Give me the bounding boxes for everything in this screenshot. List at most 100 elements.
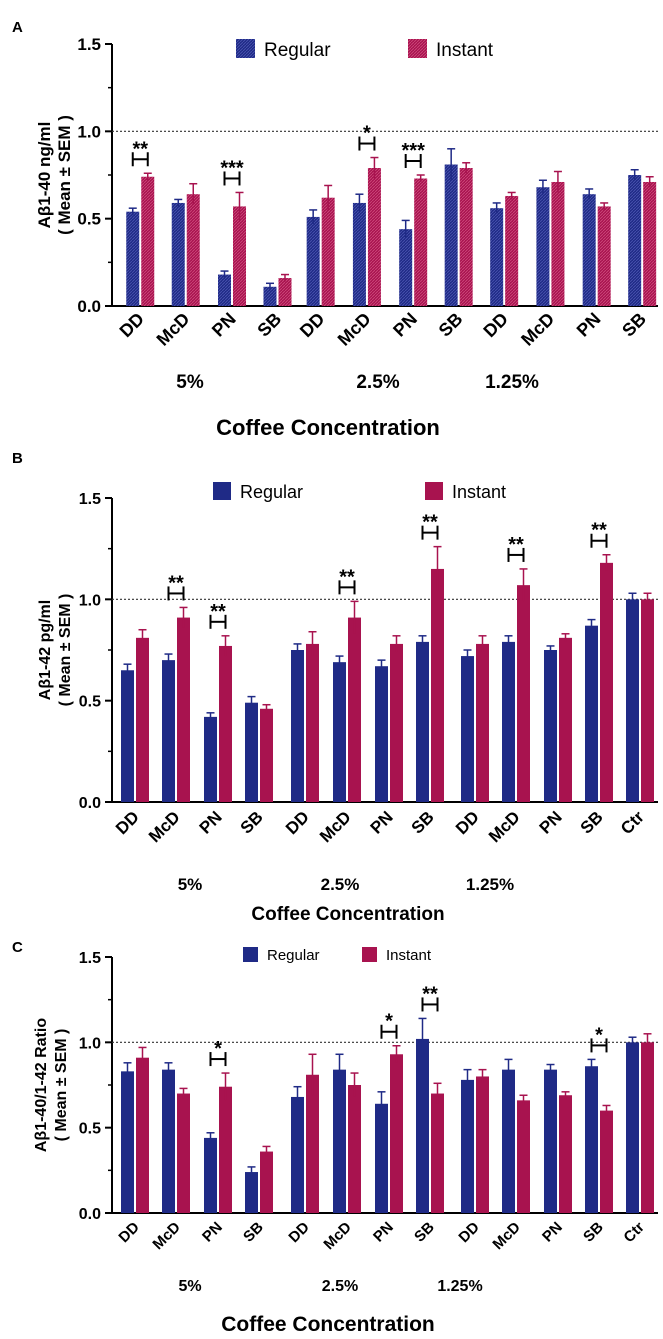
bar-regular [333,1069,346,1213]
bar-regular [585,625,598,802]
x-category-label: DD [479,309,512,342]
bar-regular [162,660,175,802]
bar-instant [517,1100,530,1213]
x-category-label: McD [334,309,375,350]
bar-instant [306,1074,319,1213]
x-group-label: 1.25% [466,875,514,894]
bar-regular [375,666,388,802]
bar-regular [544,650,557,802]
bar-instant [559,637,572,802]
x-category-label: PN [199,1219,226,1246]
significance-label: * [595,1024,603,1046]
x-category-label: SB [408,807,438,837]
bar-regular [204,1137,217,1213]
bar-instant [459,168,473,306]
x-category-label: SB [253,309,285,341]
legend-swatch-regular [236,39,255,58]
bar-regular [502,1069,515,1213]
panel-c: C Aβ1-40/1-42 Ratio( Mean ± SEM ) 0.0 0.5 1.… [12,939,658,1336]
bar-instant [278,278,292,306]
x-category-label: SB [580,1219,607,1246]
significance-label: ** [339,566,355,588]
bar-instant [597,206,611,306]
x-category-label: PN [367,807,397,837]
x-category-label: DD [455,1219,482,1246]
legend-label-instant: Instant [452,482,506,502]
y-axis-subtitle: ( Mean ± SEM ) [55,115,74,235]
x-group-label: 2.5% [321,875,360,894]
bar-instant [321,197,335,306]
bar-regular [245,1172,258,1213]
x-axis-title: Coffee Concentration [216,415,440,440]
bar-instant [367,168,381,306]
x-category-label: DD [452,807,483,838]
bar-instant [476,1076,489,1213]
bar-regular [416,641,429,802]
panel-letter: C [12,939,23,956]
x-category-label: SB [618,309,650,341]
legend-label-regular: Regular [267,947,320,964]
x-category-label: McD [485,807,524,846]
x-category-label: McD [153,309,194,350]
bar-instant [186,194,200,306]
y-axis-subtitle: ( Mean ± SEM ) [53,1029,70,1142]
y-axis-title: Aβ1-40 ng/ml [35,122,54,229]
bar-instant [476,643,489,802]
legend-label-instant: Instant [386,947,432,964]
significance-label: *** [402,140,426,162]
bar-instant [431,1093,444,1213]
y-tick-label: 1.5 [79,950,101,967]
bar-instant [136,1057,149,1213]
x-category-label: DD [296,309,329,342]
bar-regular [162,1069,175,1213]
y-tick-label: 1.0 [77,122,101,141]
bar-regular [171,202,185,306]
bar-regular [121,1071,134,1213]
y-tick-label: 0.5 [79,1121,101,1138]
x-category-label: PN [389,309,421,341]
significance-label: ** [210,601,226,623]
x-category-label: PN [539,1219,566,1246]
x-category-label: SB [411,1219,438,1246]
legend-label-regular: Regular [264,40,331,61]
x-category-label: McD [316,807,355,846]
bar-regular [399,229,413,306]
bar-regular [490,208,504,306]
x-category-label: SB [577,807,607,837]
bar-regular [628,175,642,306]
panel-letter: B [12,450,23,467]
significance-label: * [214,1038,222,1060]
bar-instant [414,178,428,306]
x-category-label: DD [112,807,143,838]
x-category-label: PN [536,807,566,837]
x-category-label: Ctr [620,1219,647,1246]
bar-regular [626,599,639,802]
significance-label: ** [168,572,184,594]
bar-regular [461,656,474,802]
x-category-label: DD [115,1219,142,1246]
bar-regular [375,1103,388,1213]
y-tick-label: 1.5 [79,491,101,508]
legend-label-regular: Regular [240,482,303,502]
bar-instant [600,562,613,802]
x-category-label: SB [435,309,467,341]
x-category-label: McD [517,309,558,350]
bar-regular [461,1079,474,1213]
y-tick-label: 0.5 [77,210,101,229]
bar-instant [219,1086,232,1213]
bar-regular [544,1069,557,1213]
x-category-label: PN [196,807,226,837]
bar-regular [245,702,258,802]
x-group-label: 2.5% [322,1278,358,1295]
x-group-label: 2.5% [356,372,399,393]
y-tick-label: 0.0 [79,795,101,812]
bar-regular [306,216,320,306]
bar-instant [505,195,519,306]
x-category-label: SB [237,807,267,837]
significance-label: ** [422,512,438,534]
bar-instant [641,599,654,802]
x-category-label: McD [320,1219,355,1254]
bar-regular [126,211,140,306]
bar-regular [121,670,134,802]
